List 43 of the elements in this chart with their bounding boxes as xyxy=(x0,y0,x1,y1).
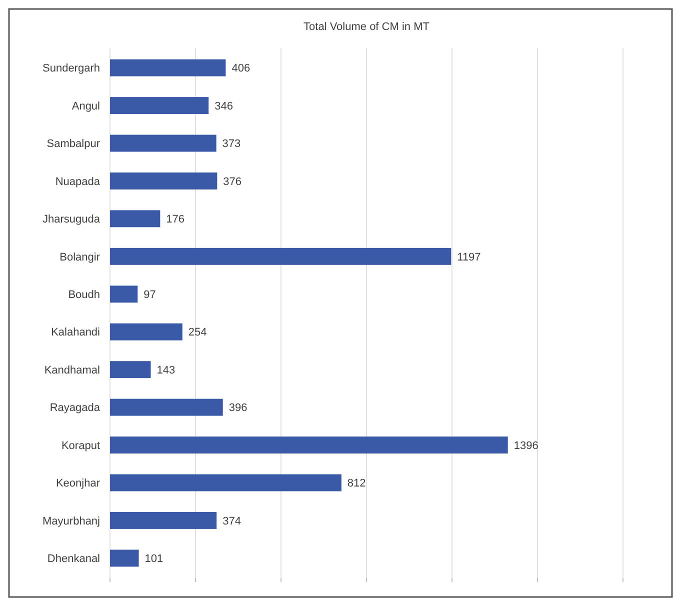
bar xyxy=(110,59,226,76)
bar xyxy=(110,398,223,416)
data-label: 373 xyxy=(222,138,241,150)
y-tick-label: Sundergarh xyxy=(42,62,100,75)
bar xyxy=(110,436,508,454)
data-label: 101 xyxy=(144,553,164,566)
data-label: 254 xyxy=(188,326,207,339)
bar xyxy=(110,286,138,303)
y-tick-label: Boudh xyxy=(68,288,100,301)
data-label: 374 xyxy=(222,515,241,528)
bar xyxy=(110,97,209,114)
y-tick-label: Bolangir xyxy=(60,251,100,264)
data-label: 376 xyxy=(223,176,242,188)
data-label: 396 xyxy=(228,402,248,414)
y-tick-label: Angul xyxy=(72,100,100,112)
y-tick-label: Koraput xyxy=(61,440,100,452)
bar xyxy=(110,210,160,228)
data-label: 143 xyxy=(156,364,176,376)
chart-title: Total Volume of CM in MT xyxy=(304,21,430,33)
data-label: 1197 xyxy=(457,251,481,264)
y-tick-label: Dhenkanal xyxy=(47,553,100,566)
data-label: 97 xyxy=(144,288,156,301)
bar xyxy=(110,361,151,378)
y-tick-label: Nuapada xyxy=(55,176,101,188)
data-label: 406 xyxy=(232,62,250,75)
y-tick-label: Sambalpur xyxy=(46,138,100,150)
data-label: 812 xyxy=(347,478,366,490)
y-tick-label: Jharsuguda xyxy=(42,214,101,226)
y-tick-label: Keonjhar xyxy=(56,478,100,490)
bar xyxy=(110,134,216,152)
bar xyxy=(110,474,342,492)
bar xyxy=(110,323,182,340)
y-tick-label: Kandhamal xyxy=(44,364,100,376)
bar xyxy=(110,512,217,529)
y-tick-label: Mayurbhanj xyxy=(42,515,100,528)
bar xyxy=(110,550,139,567)
y-tick-label: Rayagada xyxy=(50,402,101,414)
data-label: 346 xyxy=(214,100,233,112)
bar xyxy=(110,172,218,190)
data-label: 176 xyxy=(166,214,185,226)
data-label: 1396 xyxy=(514,440,538,452)
y-tick-label: Kalahandi xyxy=(51,326,100,339)
bar xyxy=(110,248,452,265)
